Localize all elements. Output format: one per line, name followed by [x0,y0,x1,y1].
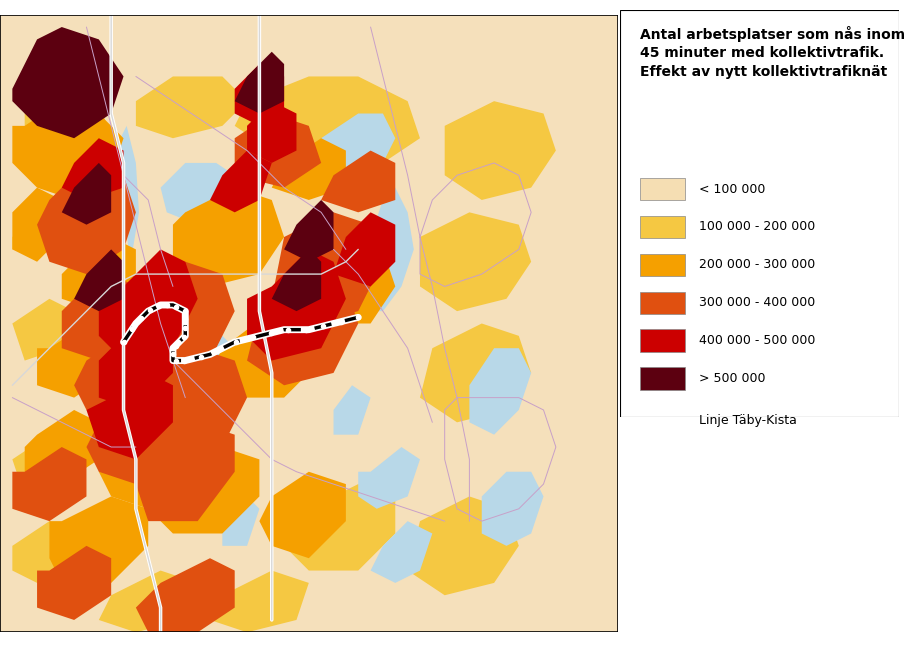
Polygon shape [49,496,148,583]
Text: 400 000 - 500 000: 400 000 - 500 000 [698,334,815,347]
Polygon shape [321,113,395,175]
Polygon shape [37,163,135,274]
Polygon shape [420,212,531,311]
Polygon shape [135,76,247,138]
Polygon shape [148,447,260,534]
Polygon shape [272,249,321,311]
Polygon shape [198,336,234,385]
Polygon shape [210,571,309,632]
Text: Antal arbetsplatser som nås inom
45 minuter med kollektivtrafik.
Effekt av nytt : Antal arbetsplatser som nås inom 45 minu… [640,26,905,79]
Polygon shape [62,237,135,311]
Text: 300 000 - 400 000: 300 000 - 400 000 [698,296,814,309]
Polygon shape [161,163,234,225]
Polygon shape [74,336,161,422]
Polygon shape [62,274,135,360]
Polygon shape [86,373,173,459]
Polygon shape [247,249,346,360]
Polygon shape [13,27,124,138]
Text: > 500 000: > 500 000 [698,372,765,385]
Polygon shape [234,52,284,113]
Polygon shape [334,385,371,435]
Polygon shape [247,274,358,385]
Polygon shape [37,546,112,620]
Polygon shape [74,249,124,311]
Polygon shape [62,163,112,225]
Polygon shape [371,188,414,311]
Polygon shape [62,138,124,200]
Polygon shape [86,398,173,484]
Polygon shape [0,15,618,632]
Text: < 100 000: < 100 000 [698,182,765,195]
Polygon shape [210,311,321,398]
Bar [640,329,684,352]
Polygon shape [99,422,185,509]
Polygon shape [135,558,234,632]
Polygon shape [309,237,395,324]
Polygon shape [272,138,346,200]
Polygon shape [247,101,296,163]
Text: 200 000 - 300 000: 200 000 - 300 000 [698,258,814,271]
Polygon shape [234,76,420,163]
Polygon shape [13,299,74,360]
Polygon shape [408,496,519,595]
Polygon shape [272,212,382,324]
Polygon shape [135,422,234,521]
Polygon shape [13,435,74,496]
Polygon shape [173,188,284,287]
Polygon shape [13,188,62,262]
Polygon shape [13,521,74,583]
Polygon shape [37,324,112,398]
Polygon shape [284,484,395,571]
Polygon shape [13,212,49,249]
Bar [640,215,684,238]
Polygon shape [49,200,86,237]
Polygon shape [284,200,334,262]
Polygon shape [234,113,321,188]
Polygon shape [420,324,531,422]
Polygon shape [121,126,139,262]
Polygon shape [13,447,86,521]
Polygon shape [13,101,124,200]
Polygon shape [222,496,260,546]
Polygon shape [210,151,272,212]
Polygon shape [135,348,247,459]
Polygon shape [358,447,420,509]
Text: Linje Täby-Kista: Linje Täby-Kista [698,414,796,427]
Text: 100 000 - 200 000: 100 000 - 200 000 [698,221,814,234]
Polygon shape [25,89,112,163]
Polygon shape [25,410,99,484]
Polygon shape [99,249,198,360]
Polygon shape [321,151,395,212]
Polygon shape [99,571,198,632]
Polygon shape [124,262,234,373]
Polygon shape [445,101,556,200]
Bar [640,292,684,314]
Bar [640,367,684,389]
Bar [640,254,684,276]
Polygon shape [234,64,284,126]
Polygon shape [334,212,395,287]
Bar [640,178,684,201]
Polygon shape [371,521,432,583]
Polygon shape [481,472,544,546]
Polygon shape [99,324,173,410]
Polygon shape [260,472,346,558]
Polygon shape [469,348,531,435]
